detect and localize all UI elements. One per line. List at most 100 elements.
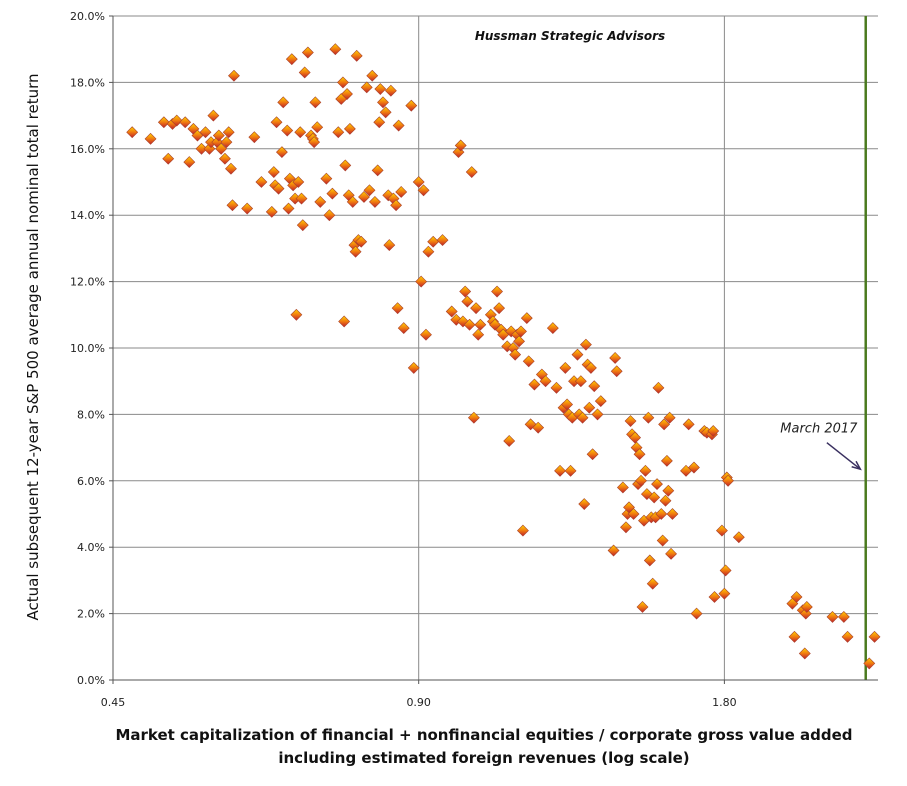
data-point (461, 295, 474, 308)
data-point (636, 601, 649, 613)
x-tick-label: 1.80 (712, 696, 737, 709)
data-point (585, 361, 597, 374)
data-point (407, 361, 420, 374)
data-point (290, 308, 303, 321)
data-point (346, 195, 359, 208)
data-point (215, 142, 228, 155)
data-point (837, 610, 850, 623)
data-point (513, 335, 525, 348)
data-point (629, 431, 641, 444)
data-point (616, 481, 629, 494)
data-point (329, 43, 342, 56)
data-point (179, 116, 192, 129)
data-point (474, 318, 487, 331)
data-point (450, 313, 463, 326)
data-point (341, 88, 353, 100)
data-point (665, 547, 677, 560)
y-tick-label: 8.0% (77, 408, 105, 421)
data-point (591, 408, 604, 421)
data-point (539, 375, 552, 388)
data-point (574, 375, 587, 388)
annotation-arrow-line (826, 442, 861, 470)
data-point (732, 531, 745, 544)
y-tick-label: 18.0% (70, 76, 105, 89)
data-point (454, 139, 467, 152)
data-point (868, 630, 881, 643)
data-point (509, 348, 522, 361)
data-point (374, 83, 387, 95)
data-point (648, 491, 661, 504)
data-point (554, 464, 566, 477)
data-point (522, 355, 535, 368)
data-point (301, 46, 314, 59)
data-point (722, 474, 734, 487)
data-point (788, 630, 801, 643)
data-point (199, 126, 212, 139)
data-point (382, 189, 395, 202)
data-point (588, 380, 601, 393)
data-point (379, 106, 392, 119)
annotation: March 2017 (780, 422, 862, 471)
data-point (578, 498, 591, 510)
data-points (126, 43, 881, 670)
data-point (627, 508, 640, 520)
data-point (571, 348, 584, 361)
data-point (248, 131, 261, 144)
data-point (642, 411, 655, 424)
data-point (358, 191, 370, 203)
data-point (360, 81, 373, 94)
data-point (363, 184, 376, 197)
data-point (308, 136, 321, 149)
annotation-label: March 2017 (780, 422, 858, 437)
data-point (292, 176, 305, 188)
y-tick-labels: 0.0% 2.0% 4.0% 6.0% 8.0% 10.0% 12.0% 14.0% 16.0%… (70, 10, 105, 687)
data-point (272, 182, 285, 195)
x-tick-label: 0.45 (101, 696, 126, 709)
data-point (532, 421, 545, 434)
data-point (309, 96, 322, 109)
data-point (640, 488, 653, 501)
data-point (366, 69, 379, 82)
gridlines (113, 15, 878, 680)
axes (109, 15, 878, 684)
data-point (296, 219, 309, 232)
x-axis-label-line2: including estimated foreign revenues (lo… (278, 749, 689, 767)
data-point (417, 184, 430, 197)
data-point (412, 176, 425, 188)
data-point (212, 129, 225, 142)
data-point (332, 126, 345, 139)
data-point (659, 494, 672, 507)
data-point (371, 164, 384, 177)
data-point (639, 464, 652, 477)
data-point (285, 53, 298, 66)
annotation-arrow-head (851, 460, 862, 471)
data-point (170, 114, 183, 127)
data-point (157, 116, 170, 129)
data-point (391, 302, 404, 315)
data-point (655, 508, 668, 520)
y-tick-label: 12.0% (70, 276, 105, 289)
data-point (339, 159, 352, 172)
data-point (586, 448, 599, 461)
data-point (241, 202, 254, 215)
data-point (580, 338, 592, 351)
data-point (162, 152, 175, 165)
y-tick-label: 4.0% (77, 541, 105, 554)
data-point (415, 275, 428, 288)
data-point (517, 524, 529, 537)
y-tick-label: 2.0% (77, 608, 105, 621)
y-tick-label: 6.0% (77, 475, 105, 488)
data-point (355, 235, 368, 248)
data-point (465, 166, 478, 178)
data-point (265, 205, 278, 218)
data-point (320, 172, 333, 185)
data-point (609, 352, 622, 364)
data-point (633, 448, 646, 461)
data-point (225, 162, 237, 175)
data-point (314, 195, 327, 208)
data-point (126, 126, 139, 139)
data-point (323, 209, 336, 222)
data-point (708, 591, 721, 603)
data-point (459, 285, 472, 298)
data-point (718, 587, 731, 600)
